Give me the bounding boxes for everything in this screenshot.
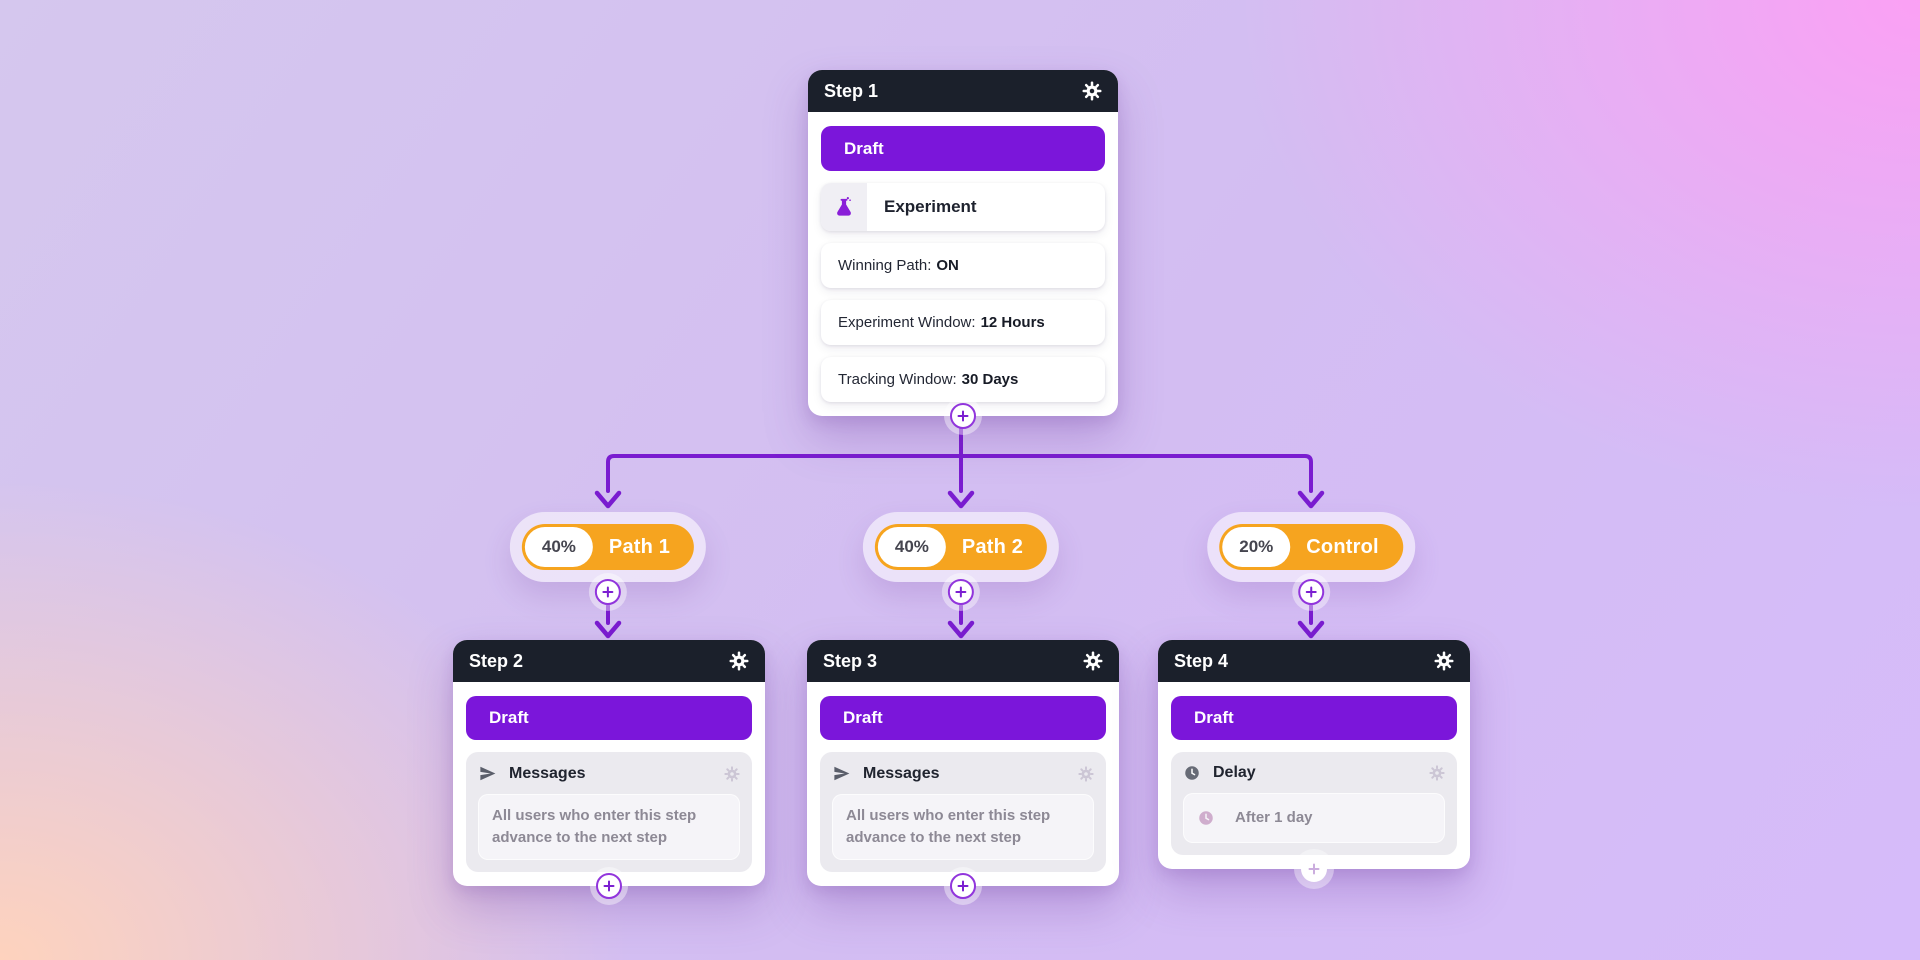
- send-icon: [478, 764, 497, 783]
- winning-path-label: Winning Path:: [838, 257, 932, 274]
- experiment-window-label: Experiment Window:: [838, 314, 976, 331]
- step-4-header: Step 4: [1158, 640, 1470, 682]
- gear-icon[interactable]: [729, 651, 749, 671]
- messages-section-label: Messages: [863, 764, 940, 782]
- clock-icon: [1197, 809, 1215, 827]
- messages-section-header: Messages: [478, 764, 740, 783]
- messages-section[interactable]: Messages: [820, 752, 1106, 872]
- delay-section[interactable]: Delay: [1171, 752, 1457, 855]
- connector-branch-right: [959, 454, 1313, 493]
- messages-section[interactable]: Messages: [466, 752, 752, 872]
- branch-control-percent: 20%: [1222, 527, 1291, 567]
- tracking-window-row: Tracking Window: 30 Days: [821, 357, 1105, 402]
- step-1-header: Step 1: [808, 70, 1118, 112]
- step-2-body: Draft Messages: [453, 682, 765, 886]
- add-branch-button[interactable]: [950, 403, 976, 429]
- tracking-window-label: Tracking Window:: [838, 371, 957, 388]
- status-badge: Draft: [820, 696, 1106, 740]
- delay-description: After 1 day: [1235, 809, 1313, 826]
- send-icon: [832, 764, 851, 783]
- delay-description-box: After 1 day: [1183, 793, 1445, 843]
- messages-section-header: Messages: [832, 764, 1094, 783]
- status-badge: Draft: [466, 696, 752, 740]
- step-2-title: Step 2: [469, 650, 524, 671]
- arrowhead-step2: [594, 620, 622, 639]
- branch-path-2-label: Path 2: [961, 535, 1024, 558]
- arrowhead-path1: [594, 490, 622, 509]
- experiment-label: Experiment: [884, 197, 977, 216]
- experiment-window-row: Experiment Window: 12 Hours: [821, 300, 1105, 345]
- messages-section-label: Messages: [509, 764, 586, 782]
- gear-icon[interactable]: [1078, 765, 1094, 782]
- tracking-window-value: 30 Days: [961, 371, 1019, 388]
- branch-path-1-label: Path 1: [608, 535, 671, 558]
- gear-icon[interactable]: [724, 765, 740, 782]
- messages-description: All users who enter this step advance to…: [832, 794, 1094, 860]
- gear-icon[interactable]: [1434, 651, 1454, 671]
- status-label: Draft: [843, 708, 883, 727]
- step-1-card[interactable]: Step 1: [808, 70, 1118, 429]
- experiment-window-value: 12 Hours: [980, 314, 1045, 331]
- add-step-button-control[interactable]: [1298, 579, 1324, 605]
- step-2-header: Step 2: [453, 640, 765, 682]
- arrowhead-path2: [947, 490, 975, 509]
- branch-path-2-inner: 40% Path 2: [874, 524, 1048, 570]
- status-label: Draft: [844, 138, 884, 158]
- gear-icon[interactable]: [1429, 765, 1445, 781]
- delay-section-label: Delay: [1213, 764, 1256, 781]
- status-badge: Draft: [1171, 696, 1457, 740]
- status-badge: Draft: [821, 126, 1105, 171]
- step-2-card[interactable]: Step 2: [453, 640, 765, 899]
- step-4-body: Draft Delay: [1158, 682, 1470, 869]
- add-step-button[interactable]: [596, 872, 622, 899]
- flask-icon: [821, 183, 867, 231]
- step-3-header: Step 3: [807, 640, 1119, 682]
- status-label: Draft: [489, 708, 529, 727]
- step-1-title: Step 1: [824, 80, 879, 101]
- add-step-button-path-2[interactable]: [947, 579, 974, 605]
- add-step-button-path-1[interactable]: [594, 579, 621, 605]
- step-4-title: Step 4: [1174, 650, 1229, 671]
- branch-control-inner: 20% Control: [1219, 524, 1403, 570]
- gear-icon[interactable]: [1082, 81, 1102, 101]
- branch-path-2-percent: 40%: [877, 527, 946, 567]
- add-step-button[interactable]: [1301, 855, 1327, 882]
- step-3-card[interactable]: Step 3: [807, 640, 1119, 899]
- delay-section-header: Delay: [1183, 764, 1445, 782]
- branch-control-label: Control: [1306, 535, 1379, 558]
- branch-control[interactable]: 20% Control: [1207, 512, 1415, 605]
- step-4-card[interactable]: Step 4: [1158, 640, 1470, 882]
- messages-description: All users who enter this step advance to…: [478, 794, 740, 860]
- experiment-row[interactable]: Experiment: [821, 183, 1105, 231]
- gear-icon[interactable]: [1083, 651, 1103, 671]
- status-label: Draft: [1194, 708, 1234, 727]
- step-1-body: Draft Experiment Winning Path: ON Experi…: [808, 112, 1118, 416]
- branch-path-1-inner: 40% Path 1: [521, 524, 695, 570]
- winning-path-value: ON: [936, 257, 959, 274]
- connector-branch-left: [606, 454, 963, 493]
- winning-path-row: Winning Path: ON: [821, 243, 1105, 288]
- step-3-title: Step 3: [823, 650, 878, 671]
- add-step-button[interactable]: [950, 872, 976, 899]
- clock-icon: [1183, 764, 1201, 782]
- step-3-body: Draft Messages: [807, 682, 1119, 886]
- branch-path-2[interactable]: 40% Path 2: [862, 512, 1060, 605]
- arrowhead-step4: [1297, 620, 1325, 639]
- arrowhead-step3: [947, 620, 975, 639]
- arrowhead-control: [1297, 490, 1325, 509]
- branch-path-1[interactable]: 40% Path 1: [509, 512, 707, 605]
- branch-path-1-percent: 40%: [524, 527, 593, 567]
